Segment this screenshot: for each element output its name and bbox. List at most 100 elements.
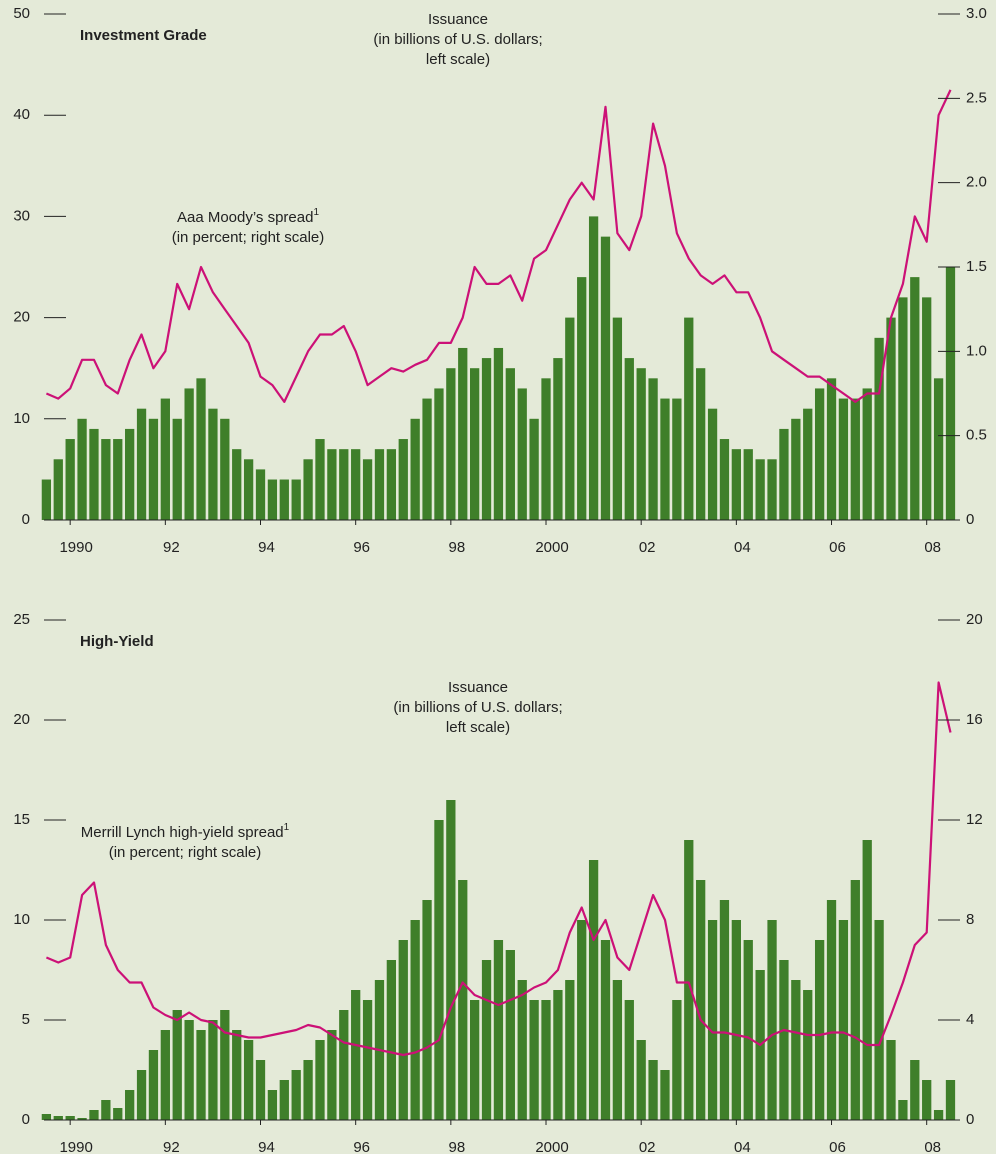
bar bbox=[553, 990, 563, 1120]
bar bbox=[624, 1000, 634, 1120]
bar bbox=[767, 920, 777, 1120]
y2-tick-label: 1.5 bbox=[966, 258, 987, 275]
bar bbox=[125, 428, 135, 520]
footnote-mark: 1 bbox=[284, 822, 290, 833]
y2-tick-label: 4 bbox=[966, 1011, 974, 1028]
annotation: (in billions of U.S. dollars; bbox=[373, 31, 542, 48]
bar bbox=[303, 1060, 313, 1120]
x-tick-label: 92 bbox=[163, 539, 180, 556]
x-tick-label: 2000 bbox=[535, 1139, 568, 1154]
bar bbox=[874, 337, 884, 520]
spread-line bbox=[45, 89, 952, 403]
y2-tick-label: 16 bbox=[966, 711, 983, 728]
x-tick-label: 02 bbox=[639, 1139, 656, 1154]
y-tick-label: 20 bbox=[13, 711, 30, 728]
x-tick-label: 06 bbox=[829, 539, 846, 556]
bar bbox=[838, 398, 849, 520]
bar bbox=[196, 378, 206, 520]
bar bbox=[148, 1050, 159, 1120]
bar bbox=[684, 317, 694, 520]
bar bbox=[291, 1070, 301, 1120]
bar bbox=[351, 449, 361, 520]
bar bbox=[184, 1020, 194, 1120]
bar bbox=[910, 1060, 920, 1120]
bar bbox=[910, 277, 920, 520]
y2-tick-label: 2.5 bbox=[966, 89, 987, 106]
bar bbox=[362, 459, 373, 520]
bar bbox=[660, 1070, 670, 1120]
y-tick-label: 5 bbox=[22, 1011, 30, 1028]
annotation-line: (in percent; right scale) bbox=[172, 229, 325, 246]
bar bbox=[672, 1000, 682, 1120]
bar bbox=[434, 388, 444, 520]
bar bbox=[351, 990, 361, 1120]
bar bbox=[77, 418, 87, 520]
y-tick-label: 50 bbox=[13, 5, 30, 22]
x-tick-label: 1990 bbox=[59, 539, 92, 556]
bar bbox=[220, 418, 230, 520]
y-tick-label: 10 bbox=[13, 911, 30, 928]
annotation-line: left scale) bbox=[446, 719, 510, 736]
bar bbox=[886, 317, 896, 520]
bar bbox=[565, 980, 575, 1120]
x-tick-label: 98 bbox=[449, 539, 466, 556]
bar bbox=[933, 378, 944, 520]
x-tick-label: 96 bbox=[353, 539, 370, 556]
y2-tick-label: 1.0 bbox=[966, 342, 987, 359]
bar bbox=[148, 418, 159, 520]
bar bbox=[862, 840, 872, 1120]
bar bbox=[755, 459, 765, 520]
bar bbox=[731, 920, 741, 1120]
annotation-line: Merrill Lynch high-yield spread bbox=[81, 824, 284, 841]
bar bbox=[874, 920, 884, 1120]
bar bbox=[719, 900, 730, 1120]
y2-tick-label: 12 bbox=[966, 811, 983, 828]
bar bbox=[791, 418, 801, 520]
bar bbox=[374, 449, 385, 520]
bar bbox=[743, 449, 753, 520]
annotation-line: Aaa Moody’s spread bbox=[177, 209, 313, 226]
bar bbox=[826, 900, 837, 1120]
bar bbox=[672, 398, 682, 520]
bar bbox=[267, 479, 278, 520]
y2-tick-label: 0 bbox=[966, 511, 974, 528]
bar bbox=[696, 880, 706, 1120]
bar bbox=[588, 860, 599, 1120]
annotation: left scale) bbox=[446, 719, 510, 736]
bar bbox=[422, 398, 432, 520]
bar bbox=[767, 459, 777, 520]
bar bbox=[922, 297, 932, 520]
x-tick-label: 06 bbox=[829, 1139, 846, 1154]
bar bbox=[398, 439, 408, 520]
x-tick-label: 2000 bbox=[535, 539, 568, 556]
bar bbox=[136, 408, 147, 520]
bar bbox=[803, 408, 813, 520]
bar bbox=[255, 1060, 266, 1120]
bar bbox=[41, 479, 52, 520]
bar bbox=[53, 1116, 63, 1120]
bar bbox=[434, 820, 444, 1120]
y-tick-label: 25 bbox=[13, 611, 30, 628]
bar bbox=[648, 1060, 658, 1120]
annotation: (in billions of U.S. dollars; bbox=[393, 699, 562, 716]
annotation: (in percent; right scale) bbox=[172, 229, 325, 246]
bar bbox=[184, 388, 194, 520]
bar bbox=[577, 920, 587, 1120]
bar bbox=[243, 1040, 254, 1120]
bar bbox=[469, 1000, 480, 1120]
y2-tick-label: 0.5 bbox=[966, 427, 987, 444]
bar bbox=[696, 368, 706, 520]
bar bbox=[77, 1118, 87, 1120]
y-tick-label: 0 bbox=[22, 511, 30, 528]
bar bbox=[458, 347, 468, 520]
bar bbox=[933, 1110, 944, 1120]
bar bbox=[327, 449, 337, 520]
bar bbox=[684, 840, 694, 1120]
bar bbox=[505, 950, 515, 1120]
bar bbox=[529, 1000, 539, 1120]
x-tick-label: 96 bbox=[353, 1139, 370, 1154]
bar bbox=[493, 940, 504, 1120]
x-tick-label: 98 bbox=[449, 1139, 466, 1154]
bar bbox=[53, 459, 63, 520]
bar bbox=[386, 449, 397, 520]
